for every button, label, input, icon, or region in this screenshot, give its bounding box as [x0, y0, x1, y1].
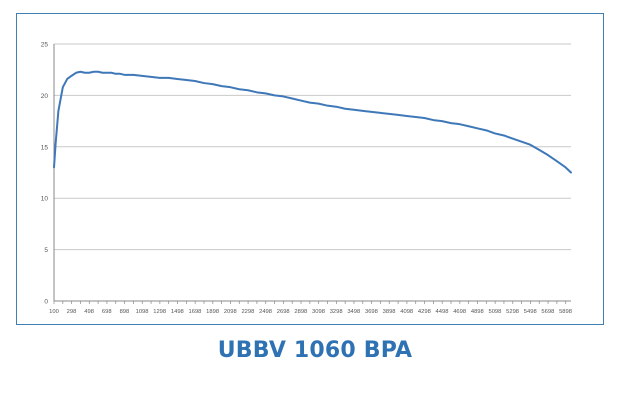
x-tick-label: 3498: [347, 309, 360, 315]
x-tick-label: 898: [120, 309, 130, 315]
x-tick-label: 5298: [506, 309, 519, 315]
chart-caption: UBBV 1060 BPA: [217, 338, 413, 363]
x-tick-label: 698: [102, 309, 112, 315]
chart-frame: 0 5 10 15 20 25 100 298 498 698 898 1098 1298 1498 16…: [16, 13, 604, 325]
line-chart: 0 5 10 15 20 25 100 298 498 698 898 1098 1298 1498 16…: [41, 42, 572, 315]
x-tick-label: 3098: [312, 309, 325, 315]
x-tick-label: 5498: [524, 309, 537, 315]
y-tick-label: 0: [44, 299, 48, 306]
x-tick-label: 1098: [136, 309, 149, 315]
x-tick-label: 4898: [471, 309, 484, 315]
x-tick-label: 2898: [294, 309, 307, 315]
x-tick-label: 4098: [400, 309, 413, 315]
gridlines: [54, 43, 571, 251]
x-tick-label: 1498: [171, 309, 184, 315]
y-tick-label: 25: [41, 42, 49, 49]
y-tick-label: 20: [41, 93, 49, 100]
axes: [53, 44, 571, 304]
x-tick-label: 5698: [541, 309, 554, 315]
x-tick-label: 5098: [488, 309, 501, 315]
x-tick-label: 498: [84, 309, 94, 315]
y-tick-label: 5: [44, 247, 48, 254]
series-line: [53, 70, 572, 174]
x-tick-label: 4498: [436, 309, 449, 315]
series: [53, 70, 572, 174]
x-tick-label: 2498: [259, 309, 272, 315]
y-tick-label: 15: [41, 144, 49, 151]
x-tick-label: 3898: [383, 309, 396, 315]
x-tick-label: 1298: [153, 309, 166, 315]
y-tick-label: 10: [41, 196, 49, 203]
x-tick-label: 4298: [418, 309, 431, 315]
x-tick-label: 2098: [224, 309, 237, 315]
x-tick-label: 5898: [559, 309, 572, 315]
y-tick-labels: 0 5 10 15 20 25: [41, 42, 49, 306]
x-tick-label: 3698: [365, 309, 378, 315]
x-tick-label: 100: [49, 309, 59, 315]
x-tick-label: 4698: [453, 309, 466, 315]
x-tick-label: 1898: [206, 309, 219, 315]
x-tick-label: 2698: [277, 309, 290, 315]
x-tick-labels: 100 298 498 698 898 1098 1298 1498 1698 1898 2098 2…: [49, 309, 572, 315]
x-tick-label: 3298: [330, 309, 343, 315]
x-tick-label: 298: [67, 309, 77, 315]
x-tick-label: 1698: [189, 309, 202, 315]
x-tick-label: 2298: [241, 309, 254, 315]
